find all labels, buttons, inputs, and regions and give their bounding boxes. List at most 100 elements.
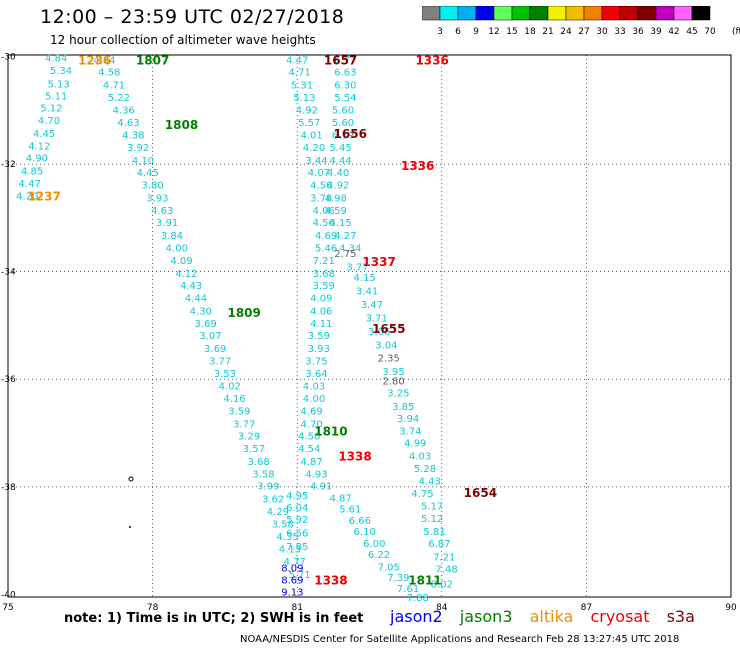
wave-height-value: 4.11	[310, 319, 332, 330]
wave-height-value: 3.68	[313, 269, 335, 280]
wave-height-value: 4.87	[301, 457, 323, 468]
pass-time-label: 1237	[27, 189, 60, 203]
pass-time-label: 1807	[136, 53, 169, 67]
sat-jason3: jason3	[459, 607, 513, 626]
map-footer: NOAA/NESDIS Center for Satellite Applica…	[240, 634, 680, 645]
wave-height-value: 4.00	[166, 243, 188, 254]
wave-height-value: 5.60	[332, 105, 354, 116]
wave-height-value: 3.77	[233, 419, 255, 430]
wave-height-value: 3.04	[375, 340, 397, 351]
wave-height-value: 8.69	[281, 575, 303, 586]
x-tick-label: 84	[436, 603, 448, 613]
x-tick-label: 81	[291, 603, 302, 613]
wave-height-value: 4.45	[137, 168, 159, 179]
scale-label: 33	[614, 27, 625, 37]
sat-jason2: jason2	[390, 607, 443, 626]
wave-height-value: 4.07	[308, 168, 330, 179]
pass-time-label: 1810	[314, 424, 347, 438]
wave-height-value: 3.84	[161, 231, 183, 242]
wave-height-value: 4.85	[21, 167, 43, 178]
wave-height-value: 4.00	[303, 394, 325, 405]
wave-height-value: 5.34	[50, 66, 72, 77]
wave-height-value: 4.47	[286, 55, 308, 66]
wave-height-value: 3.59	[308, 331, 330, 342]
wave-height-value: 3.77	[209, 356, 231, 367]
wave-height-value: 4.99	[404, 439, 426, 450]
wave-height-value: 5.31	[291, 81, 313, 92]
wave-height-value: 4.71	[288, 68, 310, 79]
scale-label: 45	[686, 27, 697, 37]
wave-height-value: 6.56	[286, 528, 308, 539]
wave-height-value: 8.02	[431, 580, 453, 591]
wave-height-value: 4.09	[170, 256, 192, 267]
wave-height-value: 4.84	[93, 55, 115, 66]
wave-height-value: 4.20	[16, 191, 38, 202]
pass-time-label: 1655	[372, 322, 405, 336]
wave-height-value: 4.95	[286, 491, 308, 502]
wave-height-value: 5.28	[414, 464, 436, 475]
scale-label: 18	[524, 27, 536, 37]
wave-height-value: 4.63	[117, 118, 139, 129]
wave-height-value: 4.29	[267, 507, 289, 518]
satellite-legend: jason2 jason3 altika cryosat s3a	[390, 607, 707, 626]
wave-height-value: 4.59	[325, 206, 347, 217]
wave-height-value: 4.03	[303, 382, 325, 393]
wave-height-value: 4.77	[284, 557, 306, 568]
wave-height-value: 4.38	[122, 131, 144, 142]
map-title: 12:00 – 23:59 UTC 02/27/2018	[40, 6, 345, 28]
wave-height-value: 3.92	[127, 143, 149, 154]
wave-height-value: 3.44	[305, 156, 327, 167]
wave-height-value: 6.77	[334, 55, 356, 66]
wave-height-value: 4.34	[339, 243, 361, 254]
pass-time-label: 1654	[464, 486, 497, 500]
map-grid	[8, 55, 731, 597]
time-labels: 1236 1237 1807 1808 1809 1810 1811 1657 1656 1655…	[27, 53, 497, 587]
y-tick-label: -30	[1, 53, 16, 63]
map-note: note: 1) Time is in UTC; 2) SWH is in fe…	[64, 611, 364, 626]
wave-height-value: 4.54	[298, 444, 320, 455]
wave-height-value: 4.70	[38, 116, 60, 127]
wave-height-value: 4.06	[310, 306, 332, 317]
wave-height-value: 3.91	[156, 218, 178, 229]
wave-height-value: 4.02	[219, 382, 241, 393]
wave-height-value: 6.87	[428, 539, 450, 550]
wave-height-value: 3.75	[305, 356, 327, 367]
wave-height-value: 3.06	[368, 327, 390, 338]
wave-height-value: 8.09	[281, 563, 303, 574]
wave-height-value: 3.77	[346, 262, 368, 273]
wave-height-value: 4.58	[98, 68, 120, 79]
wave-height-value: 5.12	[421, 514, 443, 525]
wave-height-value: 4.12	[175, 269, 197, 280]
wave-height-value: 5.54	[334, 93, 356, 104]
wave-height-value: 7.88	[407, 593, 429, 604]
wave-height-value: 3.59	[313, 281, 335, 292]
wave-height-value: 7.05	[378, 562, 400, 573]
wave-height-value: 3.93	[308, 344, 330, 355]
scale-label: 9	[473, 27, 479, 37]
scale-label: 21	[542, 27, 553, 37]
wave-height-value: 4.30	[190, 306, 212, 317]
wave-height-value: 3.85	[392, 402, 414, 413]
wave-height-value: 4.69	[301, 406, 323, 417]
wave-height-value: 4.93	[305, 469, 327, 480]
scale-label: 3	[437, 27, 443, 37]
wave-height-value: 5.11	[45, 91, 67, 102]
wave-height-value: 4.16	[223, 394, 245, 405]
wave-height-value: 3.71	[366, 313, 388, 324]
wave-height-value: 4.87	[329, 494, 351, 505]
wave-height-value: 6.63	[334, 68, 356, 79]
y-tick-label: -40	[1, 590, 16, 600]
wave-height-value: 5.57	[298, 118, 320, 129]
wave-height-value: 2.75	[334, 249, 356, 260]
wave-height-value: 7.21	[433, 553, 455, 564]
wave-height-value: 3.25	[387, 389, 409, 400]
wave-height-value: 6.00	[363, 539, 385, 550]
wave-height-value: 3.29	[238, 432, 260, 443]
wave-height-value: 3.94	[397, 414, 419, 425]
wave-height-value: 4.43	[180, 281, 202, 292]
wave-height-value: 7.85	[286, 542, 308, 553]
wave-height-value: 4.71	[103, 81, 125, 92]
wave-height-value: 4.36	[113, 105, 135, 116]
